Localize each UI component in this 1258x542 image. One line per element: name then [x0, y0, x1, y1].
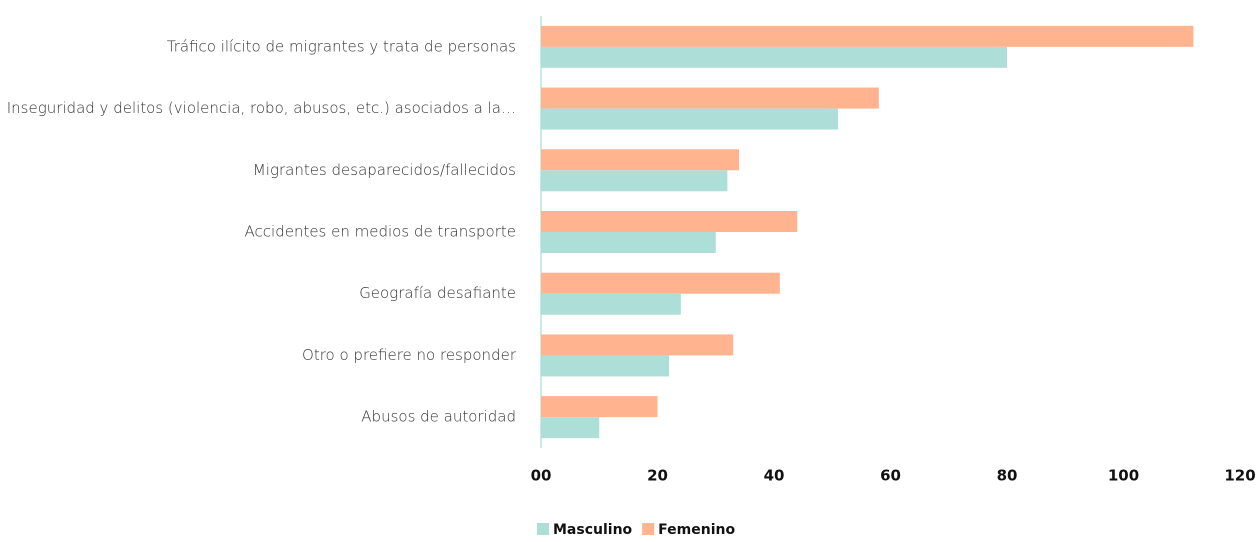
bar — [541, 232, 716, 253]
y-tick-label: Otro o prefiere no responder — [302, 346, 517, 364]
y-tick-label: Inseguridad y delitos (violencia, robo, … — [7, 99, 516, 117]
y-tick-label: Geografía desafiante — [359, 284, 516, 302]
bar — [541, 355, 670, 377]
bar — [541, 149, 740, 171]
bar — [541, 170, 728, 192]
y-tick-label: Tráfico ilícito de migrantes y trata de … — [167, 37, 516, 55]
y-tick-label: Accidentes en medios de transporte — [245, 223, 516, 241]
bar — [541, 272, 780, 294]
bar — [541, 293, 681, 315]
x-tick-label: 80 — [997, 467, 1018, 485]
bar — [541, 108, 839, 130]
bar — [541, 25, 1194, 47]
x-tick-label: 120 — [1224, 467, 1255, 485]
bar — [541, 87, 879, 109]
bar — [541, 46, 1007, 68]
legend-swatch — [537, 523, 549, 535]
bar — [541, 211, 798, 232]
x-tick-label: 00 — [531, 467, 552, 485]
x-tick-label: 20 — [647, 467, 668, 485]
x-tick-label: 40 — [764, 467, 785, 485]
legend-label: Masculino — [553, 522, 633, 538]
legend-label: Femenino — [658, 522, 735, 538]
legend-swatch — [642, 523, 655, 535]
x-tick-label: 100 — [1108, 467, 1139, 485]
bar — [541, 417, 600, 439]
bar — [541, 396, 658, 418]
y-tick-label: Abusos de autoridad — [361, 408, 516, 426]
bar — [541, 334, 734, 356]
x-tick-label: 60 — [880, 467, 901, 485]
y-tick-label: Migrantes desaparecidos/fallecidos — [253, 161, 516, 179]
